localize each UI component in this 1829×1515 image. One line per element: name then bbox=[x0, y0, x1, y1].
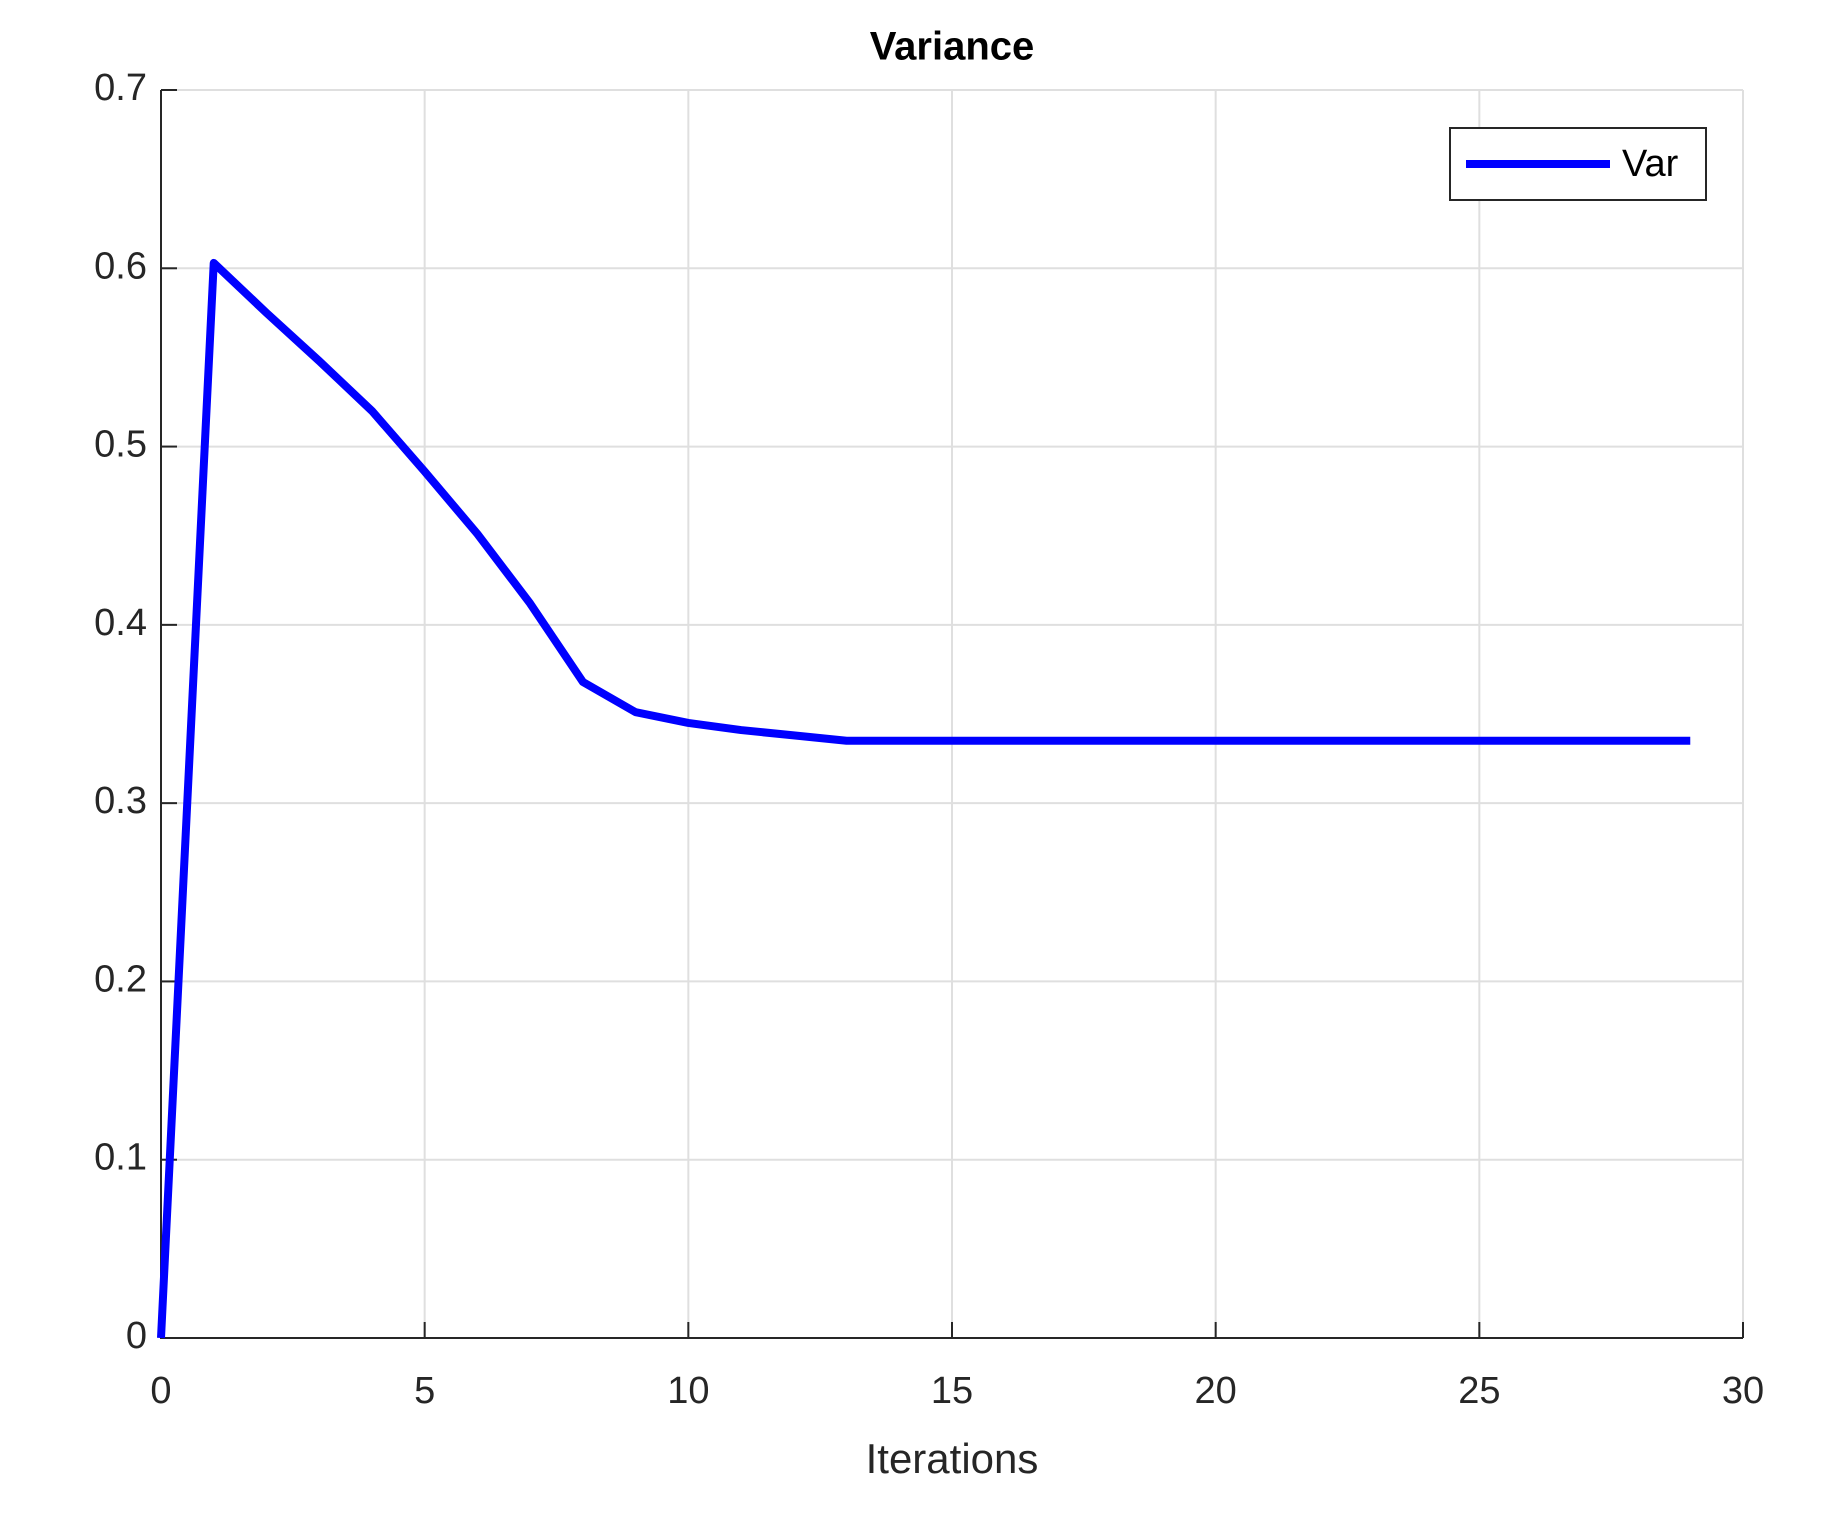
x-tick-label: 5 bbox=[414, 1370, 435, 1412]
data-line bbox=[157, 258, 1691, 1339]
y-tick-label: 0.2 bbox=[94, 958, 147, 1000]
x-tick-label: 25 bbox=[1458, 1370, 1500, 1412]
x-tick-label: 30 bbox=[1722, 1370, 1764, 1412]
y-tick-label: 0 bbox=[126, 1315, 147, 1357]
x-tick-label: 0 bbox=[150, 1370, 171, 1412]
legend-label: Var bbox=[1622, 143, 1679, 185]
y-tick-label: 0.3 bbox=[94, 780, 147, 822]
y-tick-label: 0.6 bbox=[94, 245, 147, 287]
x-tick-label: 15 bbox=[931, 1370, 973, 1412]
y-tick-label: 0.5 bbox=[94, 424, 147, 466]
x-tick-label: 20 bbox=[1195, 1370, 1237, 1412]
chart-title: Variance bbox=[870, 25, 1035, 69]
y-tick-label: 0.7 bbox=[94, 67, 147, 109]
y-tick-label: 0.1 bbox=[94, 1137, 147, 1179]
x-tick-label: 10 bbox=[667, 1370, 709, 1412]
x-axis-label: Iterations bbox=[866, 1435, 1039, 1482]
y-tick-label: 0.4 bbox=[94, 602, 147, 644]
